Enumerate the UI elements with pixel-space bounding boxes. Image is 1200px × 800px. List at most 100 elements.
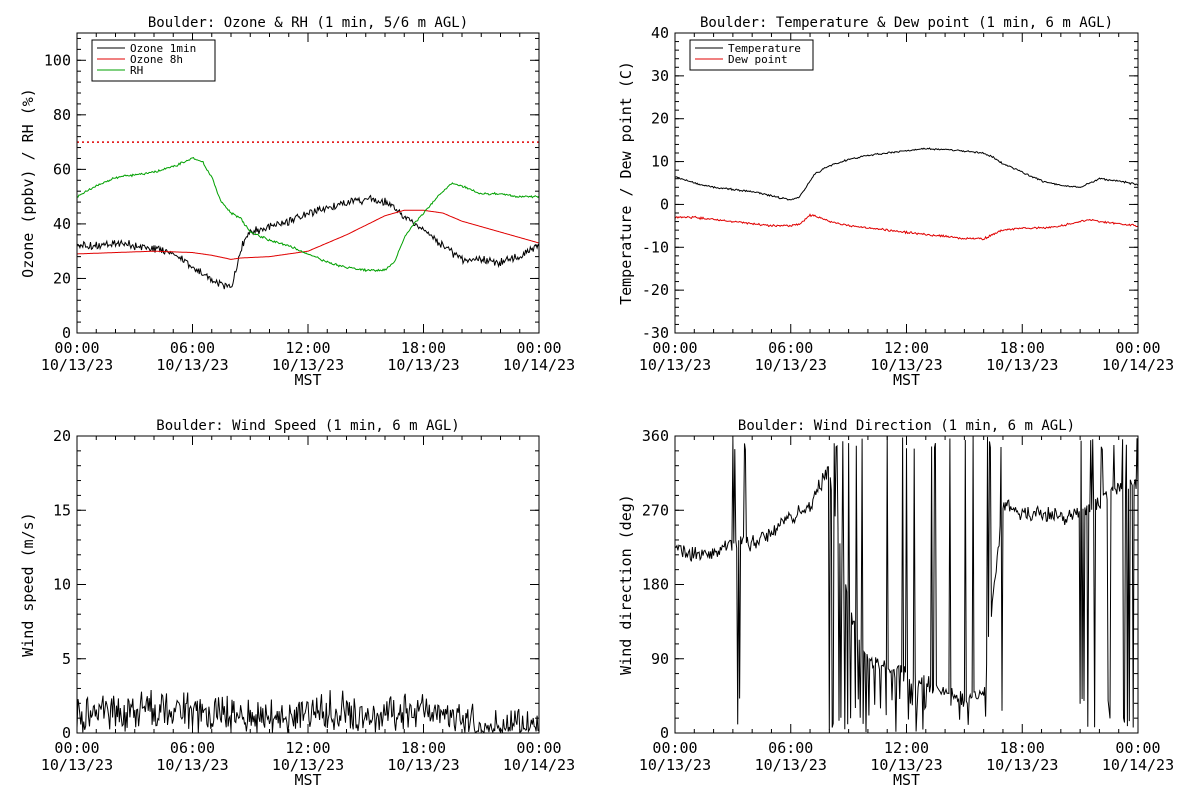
- x-tick-time: 18:00: [401, 339, 446, 357]
- plot-frame: [674, 32, 1139, 334]
- x-tick-date: 10/13/23: [870, 756, 942, 774]
- series-line-0: [675, 436, 1138, 733]
- x-tick-date: 10/13/23: [755, 756, 827, 774]
- y-axis-label: Temperature / Dew point (C): [617, 61, 635, 305]
- x-axis-label: MST: [893, 371, 920, 389]
- x-tick-date: 10/13/23: [986, 356, 1058, 374]
- y-tick-label: 0: [62, 324, 71, 342]
- y-tick-label: -30: [642, 324, 669, 342]
- plot-frame: [76, 435, 540, 734]
- chart-title: Boulder: Wind Speed (1 min, 6 m AGL): [156, 418, 459, 434]
- x-tick-time: 00:00: [54, 739, 99, 757]
- x-tick-date: 10/13/23: [639, 756, 711, 774]
- x-tick-date: 10/14/23: [503, 356, 575, 374]
- x-tick-time: 00:00: [652, 339, 697, 357]
- y-axis-label: Ozone (ppbv) / RH (%): [19, 88, 37, 278]
- plot-frame: [76, 32, 540, 334]
- x-tick-date: 10/14/23: [503, 756, 575, 774]
- y-tick-label: 20: [651, 110, 669, 128]
- x-tick-time: 12:00: [285, 739, 330, 757]
- x-tick-date: 10/13/23: [986, 756, 1058, 774]
- x-tick-date: 10/13/23: [272, 356, 344, 374]
- y-tick-label: 180: [642, 576, 669, 594]
- x-tick-time: 00:00: [1115, 739, 1160, 757]
- y-tick-label: 20: [53, 269, 71, 287]
- x-tick-time: 06:00: [170, 739, 215, 757]
- y-tick-label: 60: [53, 160, 71, 178]
- legend-label: Dew point: [728, 53, 788, 66]
- x-tick-time: 06:00: [768, 339, 813, 357]
- x-tick-date: 10/13/23: [755, 356, 827, 374]
- x-tick-date: 10/13/23: [156, 356, 228, 374]
- y-tick-label: 40: [53, 215, 71, 233]
- series-line-2: [77, 157, 539, 273]
- chart-title: Boulder: Temperature & Dew point (1 min,…: [700, 15, 1113, 31]
- x-tick-date: 10/14/23: [1102, 756, 1174, 774]
- x-tick-time: 06:00: [768, 739, 813, 757]
- series-line-0: [675, 147, 1138, 201]
- x-tick-date: 10/13/23: [387, 756, 459, 774]
- x-tick-time: 12:00: [884, 739, 929, 757]
- temperature-dewpoint-chart: Boulder: Temperature & Dew point (1 min,…: [617, 15, 1174, 389]
- wind-speed-chart: Boulder: Wind Speed (1 min, 6 m AGL) 0 5 10…: [19, 418, 575, 789]
- y-tick-label: 5: [62, 650, 71, 668]
- y-tick-label: 10: [53, 576, 71, 594]
- x-tick-time: 00:00: [516, 739, 561, 757]
- series-line-0: [77, 194, 539, 290]
- y-tick-label: 360: [642, 427, 669, 445]
- x-tick-date: 10/13/23: [387, 356, 459, 374]
- x-tick-time: 00:00: [516, 339, 561, 357]
- x-tick-date: 10/13/23: [156, 756, 228, 774]
- y-axis-label: Wind speed (m/s): [19, 512, 37, 657]
- x-tick-time: 00:00: [652, 739, 697, 757]
- x-tick-date: 10/13/23: [41, 756, 113, 774]
- x-tick-time: 00:00: [1115, 339, 1160, 357]
- x-axis-label: MST: [294, 771, 321, 789]
- legend-label: Ozone 1min: [130, 42, 196, 55]
- plot-area: [77, 157, 539, 290]
- chart-title: Boulder: Ozone & RH (1 min, 5/6 m AGL): [148, 15, 468, 31]
- y-tick-label: 270: [642, 501, 669, 519]
- x-axis-label: MST: [893, 771, 920, 789]
- x-tick-time: 18:00: [1000, 339, 1045, 357]
- series-line-1: [675, 213, 1138, 241]
- y-tick-label: 80: [53, 106, 71, 124]
- x-tick-time: 06:00: [170, 339, 215, 357]
- x-tick-time: 12:00: [285, 339, 330, 357]
- series-line-1: [77, 209, 539, 260]
- plot-area: [675, 147, 1138, 241]
- y-tick-label: 30: [651, 67, 669, 85]
- x-tick-date: 10/13/23: [272, 756, 344, 774]
- x-axis-label: MST: [294, 371, 321, 389]
- plot-area: [675, 436, 1138, 733]
- y-tick-label: -10: [642, 238, 669, 256]
- legend-label: RH: [130, 64, 143, 77]
- y-tick-label: 15: [53, 501, 71, 519]
- plot-area: [77, 689, 539, 733]
- y-tick-label: -20: [642, 281, 669, 299]
- series-line-0: [77, 689, 539, 733]
- x-tick-time: 00:00: [54, 339, 99, 357]
- x-tick-date: 10/13/23: [41, 356, 113, 374]
- plot-frame: [674, 435, 1139, 734]
- ozone-rh-chart: Boulder: Ozone & RH (1 min, 5/6 m AGL) 0 2…: [19, 15, 575, 389]
- legend-box: [91, 39, 216, 82]
- y-tick-label: 0: [62, 724, 71, 742]
- y-tick-label: 0: [660, 195, 669, 213]
- y-tick-label: 20: [53, 427, 71, 445]
- x-tick-time: 18:00: [1000, 739, 1045, 757]
- x-tick-date: 10/14/23: [1102, 356, 1174, 374]
- chart-title: Boulder: Wind Direction (1 min, 6 m AGL): [738, 418, 1075, 434]
- y-tick-label: 40: [651, 24, 669, 42]
- x-tick-date: 10/13/23: [870, 356, 942, 374]
- x-tick-time: 12:00: [884, 339, 929, 357]
- x-tick-date: 10/13/23: [639, 356, 711, 374]
- wind-direction-chart: Boulder: Wind Direction (1 min, 6 m AGL)…: [617, 418, 1174, 789]
- y-tick-label: 10: [651, 153, 669, 171]
- y-axis-label: Wind direction (deg): [617, 494, 635, 675]
- x-tick-time: 18:00: [401, 739, 446, 757]
- legend-box: [689, 39, 814, 71]
